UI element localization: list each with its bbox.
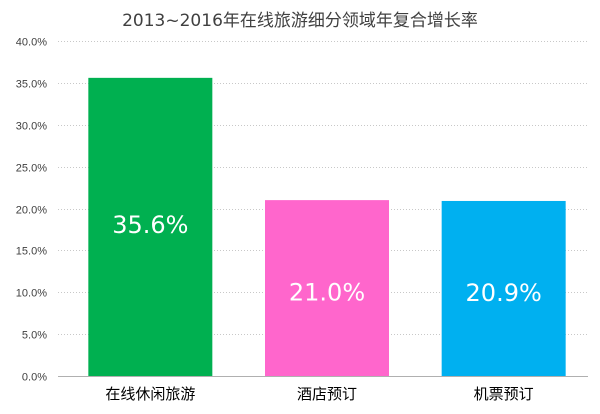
bars <box>88 77 566 376</box>
x-category-label: 酒店预订 <box>297 385 357 403</box>
y-tick-label: 35.0% <box>16 79 47 91</box>
x-category-label: 机票预订 <box>474 385 534 403</box>
data-label: 35.6% <box>112 211 188 239</box>
bar-1 <box>88 77 213 376</box>
y-tick-label: 25.0% <box>16 163 47 175</box>
y-tick-label: 20.0% <box>16 205 47 217</box>
bar-3 <box>441 200 566 376</box>
y-axis-ticks: 0.0% 5.0% 10.0% 15.0% 20.0% 25.0% 30.0% 35.0% 40… <box>16 37 47 384</box>
y-tick-label: 0.0% <box>22 372 47 384</box>
data-labels: 35.6% 21.0% 20.9% <box>112 211 542 307</box>
bar-2 <box>265 200 389 376</box>
y-tick-label: 30.0% <box>16 121 47 133</box>
data-label: 21.0% <box>289 279 365 307</box>
data-label: 20.9% <box>466 279 542 307</box>
y-tick-label: 5.0% <box>22 330 47 342</box>
y-tick-label: 40.0% <box>16 37 47 49</box>
x-category-label: 在线休闲旅游 <box>105 385 195 403</box>
x-axis-categories: 在线休闲旅游 酒店预订 机票预订 <box>105 385 533 403</box>
y-tick-label: 15.0% <box>16 246 47 258</box>
y-tick-label: 10.0% <box>16 288 47 300</box>
chart-title: 2013~2016年在线旅游细分领域年复合增长率 <box>122 11 478 31</box>
